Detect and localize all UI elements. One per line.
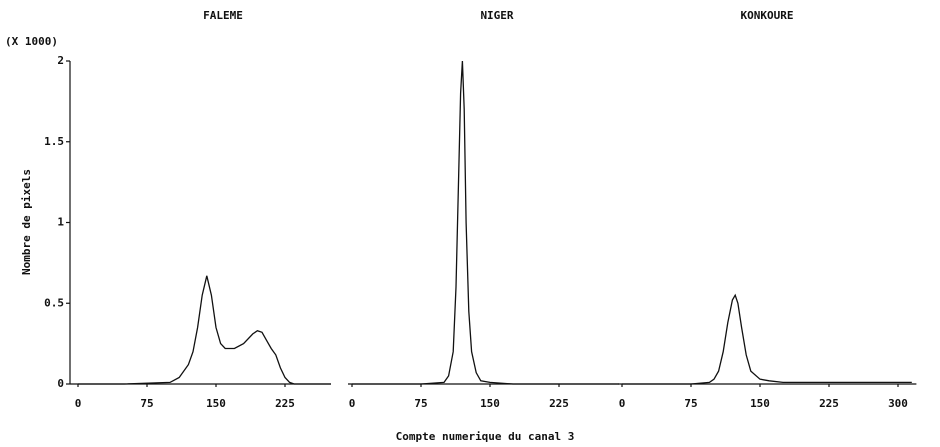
x-tick-label: 300 [888,397,908,410]
x-tick-label: 0 [349,397,356,410]
y-tick-label: 1.5 [44,135,64,148]
x-tick-label: 0 [619,397,626,410]
histogram-curve [352,60,619,385]
panel-title: FALEME [203,9,243,22]
x-tick-label: 150 [206,397,226,410]
x-tick-label: 75 [684,397,697,410]
x-tick-label: 225 [549,397,569,410]
x-tick-label: 150 [480,397,500,410]
x-tick-label: 225 [275,397,295,410]
x-tick-label: 225 [819,397,839,410]
panel-title: NIGER [480,9,513,22]
y-tick-label: 2 [57,54,64,67]
x-tick-label: 150 [750,397,770,410]
x-tick-label: 75 [414,397,427,410]
histogram-curve [622,293,912,385]
y-tick-label: 1 [57,216,64,229]
x-axis-label: Compte numerique du canal 3 [396,430,575,443]
y-tick-label: 0.5 [44,296,64,309]
y-tick-label: 0 [57,377,64,390]
panel-title: KONKOURE [741,9,794,22]
histogram-curve [78,275,331,385]
x-tick-label: 0 [75,397,82,410]
y-scale-note: (X 1000) [5,35,58,48]
x-tick-label: 75 [140,397,153,410]
y-axis-label: Nombre de pixels [20,169,33,275]
